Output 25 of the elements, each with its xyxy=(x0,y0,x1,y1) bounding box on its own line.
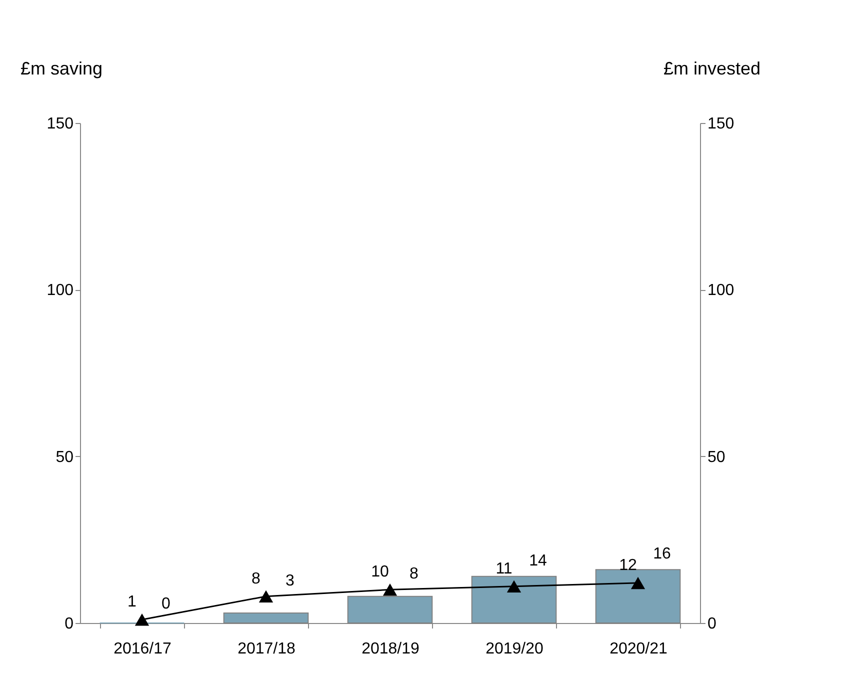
y-tick-label: 150 xyxy=(46,116,74,132)
y2-tick-label: 100 xyxy=(708,282,734,300)
x-tick-label: 2020/21 xyxy=(610,640,668,658)
y-tick-label: 0 xyxy=(64,616,74,632)
y-tick-label: 100 xyxy=(46,282,74,300)
y2-tick-label: 150 xyxy=(708,116,734,132)
data-label: 11 xyxy=(496,560,512,578)
data-label: 12 xyxy=(619,557,637,574)
x-tick-label: 2019/20 xyxy=(486,640,544,658)
y-axis-title: £m saving xyxy=(20,58,103,78)
data-label: 8 xyxy=(410,566,419,583)
y2-tick-label: 50 xyxy=(708,448,726,466)
data-label: 8 xyxy=(252,570,261,588)
y2-tick-label: 0 xyxy=(708,616,716,632)
x-tick-label: 2018/19 xyxy=(362,640,420,658)
y-tick-label: 50 xyxy=(56,448,74,466)
data-label: 10 xyxy=(371,564,389,581)
x-tick-label: 2017/18 xyxy=(238,640,296,658)
x-tick-label: 2016/17 xyxy=(114,640,172,658)
data-label: 3 xyxy=(286,572,295,590)
y2-axis-title: £m invested xyxy=(663,58,760,78)
data-label: 16 xyxy=(653,546,671,563)
data-label: 14 xyxy=(529,552,547,570)
data-label: 0 xyxy=(162,596,171,613)
data-label: 1 xyxy=(128,594,137,611)
